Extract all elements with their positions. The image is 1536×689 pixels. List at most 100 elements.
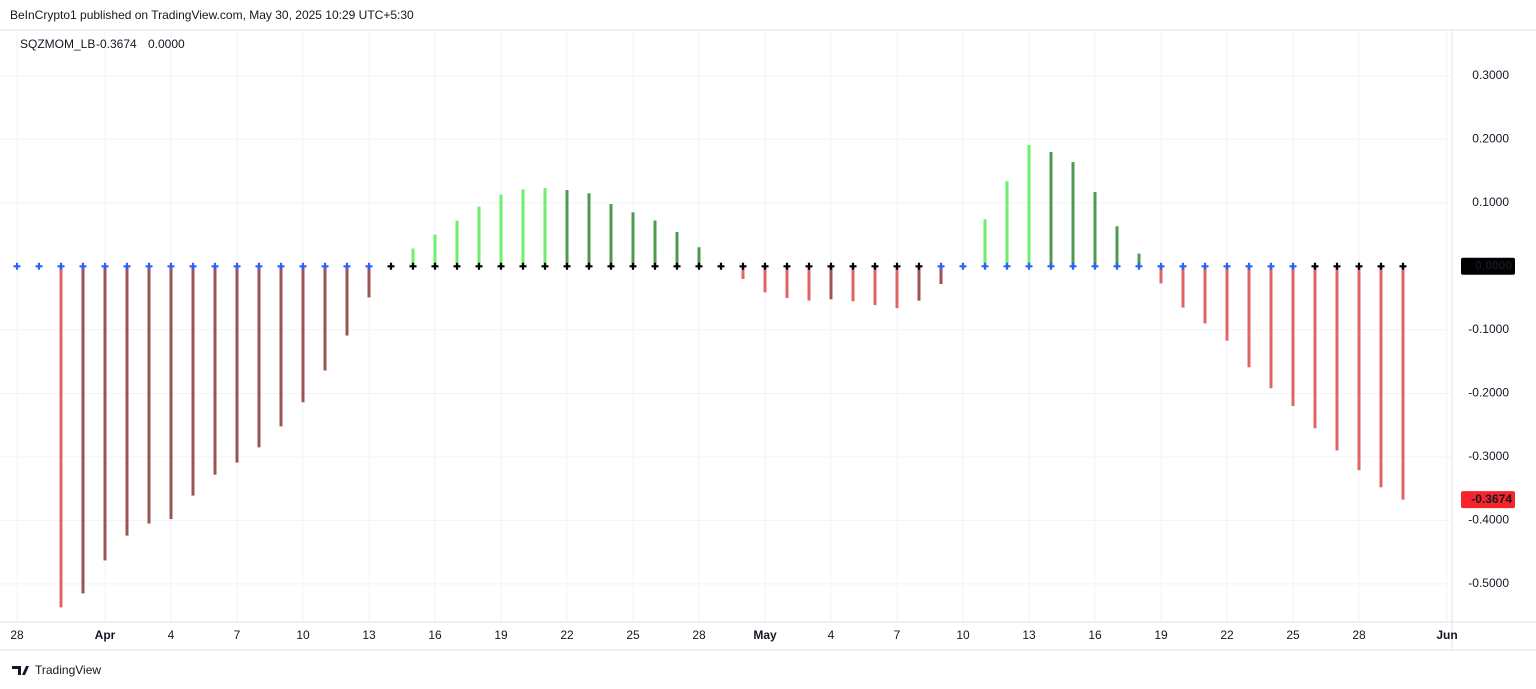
- squeeze-cross: [1113, 262, 1121, 270]
- squeeze-cross: [1179, 262, 1187, 270]
- squeeze-cross: [805, 262, 813, 270]
- squeeze-cross: [981, 262, 989, 270]
- bar: [1247, 266, 1251, 368]
- bar: [1335, 266, 1339, 451]
- squeeze-cross: [695, 262, 703, 270]
- x-tick-label: 28: [692, 628, 706, 642]
- squeeze-cross: [189, 262, 197, 270]
- bar: [895, 266, 899, 309]
- bar: [411, 248, 415, 267]
- bar: [873, 266, 877, 306]
- y-tick-label: -0.4000: [1468, 513, 1509, 527]
- brand: TradingView: [12, 663, 101, 677]
- squeeze-cross: [277, 262, 285, 270]
- x-tick-label: 10: [296, 628, 310, 642]
- x-tick-label: 4: [828, 628, 835, 642]
- bar: [807, 266, 811, 301]
- squeeze-cross: [409, 262, 417, 270]
- bar: [785, 266, 789, 299]
- y-tick-label: 0.3000: [1472, 68, 1509, 82]
- squeeze-cross: [497, 262, 505, 270]
- plot: [13, 144, 1407, 608]
- bar: [169, 266, 173, 520]
- bar: [1159, 266, 1163, 284]
- squeeze-cross: [1333, 262, 1341, 270]
- indicator-name: SQZMOM_LB: [20, 37, 95, 51]
- x-tick-label: Apr: [95, 628, 116, 642]
- bar: [675, 231, 679, 267]
- bar: [59, 266, 63, 608]
- bar: [763, 266, 767, 293]
- y-tick-label: 0.2000: [1472, 131, 1509, 145]
- bar: [1005, 181, 1009, 267]
- bar: [1049, 151, 1053, 267]
- price-badge: [1461, 257, 1515, 275]
- squeeze-cross: [1377, 262, 1385, 270]
- x-tick-label: Jun: [1436, 628, 1457, 642]
- bar: [345, 266, 349, 336]
- squeeze-cross: [519, 262, 527, 270]
- x-tick-label: 19: [1154, 628, 1168, 642]
- bar: [147, 266, 151, 524]
- squeeze-cross: [1223, 262, 1231, 270]
- squeeze-cross: [1135, 262, 1143, 270]
- x-tick-label: 13: [362, 628, 376, 642]
- squeeze-cross: [761, 262, 769, 270]
- bar: [81, 266, 85, 594]
- squeeze-cross: [211, 262, 219, 270]
- bar: [565, 190, 569, 267]
- squeeze-cross: [365, 262, 373, 270]
- squeeze-cross: [937, 262, 945, 270]
- brand-logo: [12, 666, 29, 675]
- bar: [103, 266, 107, 561]
- bar: [939, 266, 943, 285]
- legend-value: 0.0000: [148, 37, 185, 51]
- bar: [367, 266, 371, 298]
- bar: [829, 266, 833, 300]
- bar: [543, 188, 547, 267]
- bar: [1093, 191, 1097, 267]
- bar: [1269, 266, 1273, 389]
- squeeze-cross: [343, 262, 351, 270]
- bar: [521, 189, 525, 267]
- legend: SQZMOM_LB -0.3674 0.0000: [20, 37, 185, 51]
- bar: [125, 266, 129, 536]
- price-badge-label: 0.0000: [1475, 258, 1512, 272]
- squeeze-cross: [1311, 262, 1319, 270]
- squeeze-cross: [57, 262, 65, 270]
- bar: [609, 204, 613, 267]
- squeeze-cross: [915, 262, 923, 270]
- squeeze-cross: [233, 262, 241, 270]
- x-tick-label: 25: [626, 628, 640, 642]
- price-badge-label: -0.3674: [1471, 492, 1512, 506]
- squeeze-cross: [871, 262, 879, 270]
- y-tick-label: -0.1000: [1468, 322, 1509, 336]
- bar: [917, 266, 921, 301]
- x-tick-label: 10: [956, 628, 970, 642]
- squeeze-cross: [13, 262, 21, 270]
- bar: [455, 220, 459, 267]
- squeeze-cross: [475, 262, 483, 270]
- bar: [1027, 144, 1031, 267]
- axes: 0.3000 0.2000 0.1000 -0.1000 -0.2000 -0.3000 -…: [10, 68, 1515, 642]
- legend-value: -0.3674: [96, 37, 137, 51]
- squeeze-cross: [893, 262, 901, 270]
- bar: [697, 247, 701, 267]
- bar: [477, 206, 481, 267]
- y-tick-label: -0.2000: [1468, 386, 1509, 400]
- squeeze-cross: [1355, 262, 1363, 270]
- bar: [499, 194, 503, 267]
- squeeze-cross: [607, 262, 615, 270]
- squeeze-cross: [1003, 262, 1011, 270]
- squeeze-cross: [827, 262, 835, 270]
- bar: [433, 234, 437, 267]
- squeeze-cross: [1245, 262, 1253, 270]
- squeeze-cross: [1025, 262, 1033, 270]
- bar: [1313, 266, 1317, 429]
- x-tick-label: 22: [1220, 628, 1234, 642]
- squeeze-cross: [123, 262, 131, 270]
- y-tick-label: -0.5000: [1468, 576, 1509, 590]
- squeeze-cross: [563, 262, 571, 270]
- bar: [1401, 266, 1405, 500]
- x-tick-label: 4: [168, 628, 175, 642]
